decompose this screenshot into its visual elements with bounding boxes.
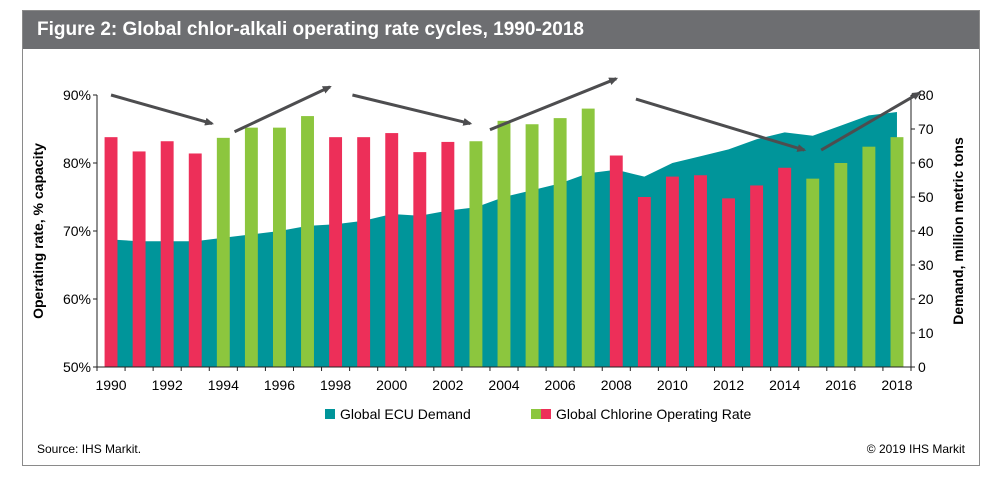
legend-label-demand: Global ECU Demand	[340, 406, 471, 422]
cycle-arrow-2	[233, 85, 332, 134]
y-left-tick-label: 70%	[63, 223, 91, 239]
rate-bar-1998	[329, 137, 343, 367]
figure-frame: Figure 2: Global chlor-alkali operating …	[22, 10, 980, 466]
rate-bar-1999	[357, 137, 371, 367]
rate-bar-2006	[553, 118, 567, 368]
operating-rate-bars	[104, 108, 904, 368]
cycle-arrow-3	[352, 93, 473, 126]
y-right-axis-title: Demand, million metric tons	[950, 137, 966, 325]
rate-bar-2005	[525, 124, 539, 368]
x-tick-label: 2004	[488, 377, 519, 393]
x-tick-label: 1996	[264, 377, 295, 393]
x-tick-label: 2016	[825, 377, 856, 393]
rate-bar-1992	[160, 141, 174, 367]
legend-swatch-rate-low	[541, 409, 551, 419]
rate-bar-2000	[385, 133, 399, 367]
y-right-tick-label: 40	[918, 223, 934, 239]
rate-bar-2013	[750, 185, 764, 367]
chart-canvas: 50% 60% 70% 80% 90% 0 10 20 30 40 50 60 70 80 1990 1992…	[30, 77, 966, 422]
x-tick-label: 1994	[208, 377, 239, 393]
y-left-tick-label: 60%	[63, 291, 91, 307]
x-tick-label: 2012	[713, 377, 744, 393]
y-right-tick-label: 80	[918, 87, 934, 103]
figure-title: Figure 2: Global chlor-alkali operating …	[37, 19, 585, 40]
y-left-axis-title: Operating rate, % capacity	[30, 143, 46, 319]
rate-bar-2017	[862, 146, 876, 367]
axes: 50% 60% 70% 80% 90% 0 10 20 30 40 50 60 70 80 1990 1992…	[30, 87, 966, 393]
x-tick-label: 2018	[881, 377, 912, 393]
x-tick-label: 1990	[95, 377, 126, 393]
x-tick-label: 2006	[545, 377, 576, 393]
rate-bar-2002	[441, 141, 455, 367]
rate-bar-1994	[216, 137, 230, 367]
rate-bar-2014	[778, 167, 792, 367]
x-tick-label: 2014	[769, 377, 800, 393]
rate-bar-1997	[301, 116, 314, 367]
copyright-note: © 2019 IHS Markit	[866, 442, 965, 456]
source-note: Source: IHS Markit.	[37, 442, 142, 456]
legend-label-rate: Global Chlorine Operating Rate	[556, 406, 752, 422]
cycle-arrow-4	[489, 77, 619, 132]
rate-bar-2010	[665, 176, 679, 367]
rate-bar-2001	[413, 152, 427, 367]
x-tick-label: 1998	[320, 377, 351, 393]
x-tick-label: 2008	[601, 377, 632, 393]
rate-bar-2009	[637, 197, 651, 367]
rate-bar-2011	[694, 175, 707, 367]
y-right-tick-label: 30	[918, 257, 934, 273]
rate-bar-2004	[497, 120, 511, 367]
y-right-tick-label: 0	[918, 359, 926, 375]
cycle-arrows	[110, 77, 922, 152]
rate-bar-2016	[834, 163, 848, 367]
rate-bar-2015	[806, 178, 820, 367]
y-right-tick-label: 60	[918, 155, 934, 171]
rate-bar-2008	[609, 155, 623, 367]
y-left-tick-label: 90%	[63, 87, 91, 103]
y-left-tick-label: 80%	[63, 155, 91, 171]
rate-bar-2018	[890, 137, 904, 367]
rate-bar-2003	[469, 141, 483, 367]
rate-bar-1995	[244, 127, 258, 367]
cycle-arrow-1	[110, 93, 215, 126]
rate-bar-1991	[132, 151, 146, 367]
cycle-arrow-6	[820, 91, 922, 152]
x-tick-label: 2010	[657, 377, 688, 393]
y-right-tick-label: 10	[918, 325, 934, 341]
legend-swatch-rate-high	[531, 409, 541, 419]
x-tick-label: 2002	[432, 377, 463, 393]
y-left-tick-label: 50%	[63, 359, 91, 375]
rate-bar-2007	[581, 108, 595, 367]
x-tick-label: 1992	[152, 377, 183, 393]
legend: Global ECU Demand Global Chlorine Operati…	[325, 406, 752, 422]
y-right-tick-label: 70	[918, 121, 934, 137]
rate-bar-1996	[272, 127, 286, 367]
cycle-arrow-5	[635, 97, 807, 152]
y-right-tick-label: 20	[918, 291, 934, 307]
y-right-tick-label: 50	[918, 189, 934, 205]
rate-bar-1993	[188, 153, 202, 367]
title-bar: Figure 2: Global chlor-alkali operating …	[23, 11, 979, 49]
rate-bar-1990	[104, 137, 118, 367]
x-tick-label: 2000	[376, 377, 407, 393]
rate-bar-2012	[722, 198, 736, 367]
legend-swatch-demand	[325, 409, 335, 419]
